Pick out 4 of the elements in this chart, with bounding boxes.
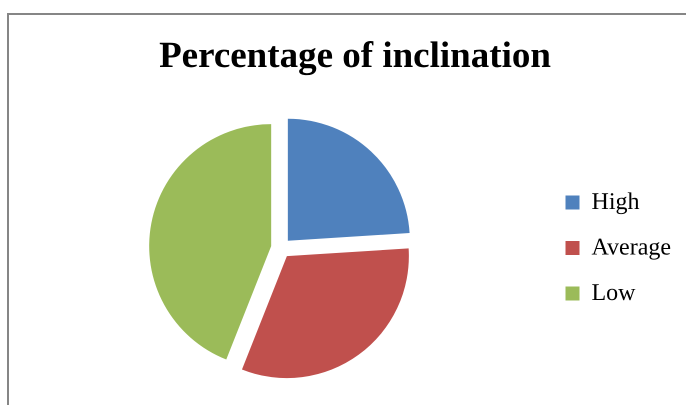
legend-label: High: [592, 188, 640, 215]
chart-title: Percentage of inclination: [158, 35, 552, 76]
legend-label: Average: [592, 234, 671, 260]
legend-label: Low: [592, 280, 636, 306]
